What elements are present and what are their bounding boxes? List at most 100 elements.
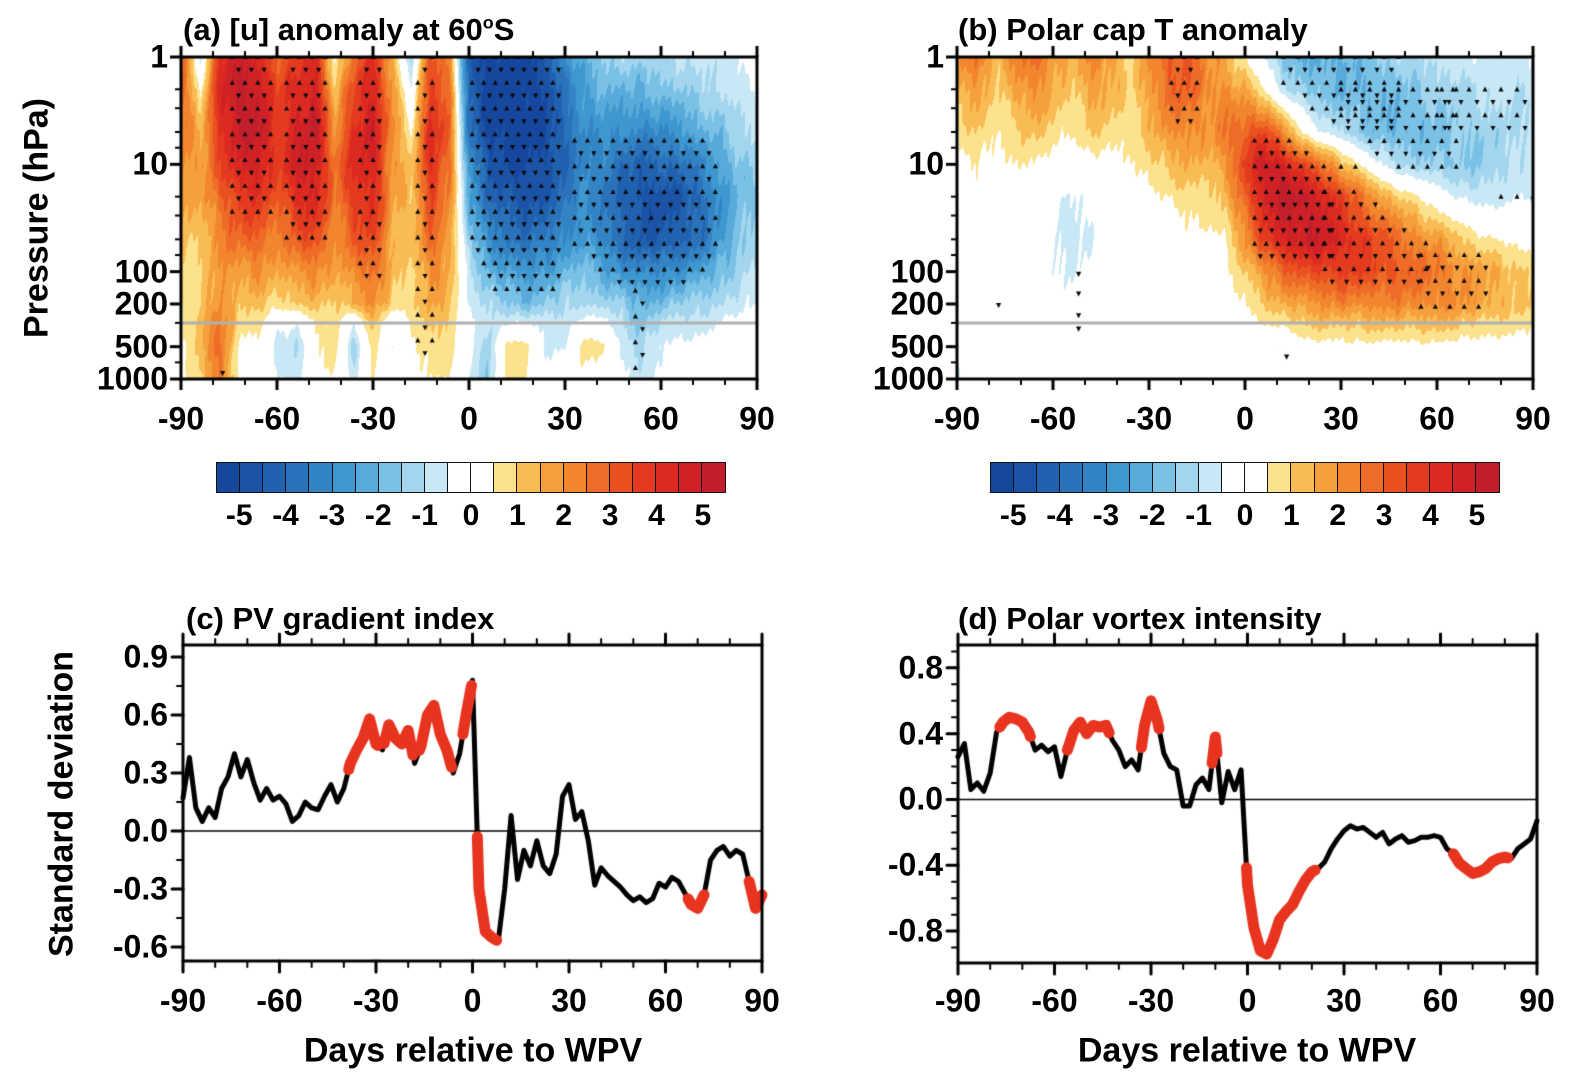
colorbar-cell <box>1128 462 1154 493</box>
colorbar-tick-label: 1 <box>509 499 526 532</box>
colorbar-tick-label: -1 <box>411 499 438 532</box>
x-tick-label: -90 <box>933 400 981 437</box>
colorbar-tick-label: -1 <box>1185 499 1212 532</box>
colorbar-tick-label: 0 <box>1236 499 1254 532</box>
colorbar-cell <box>1082 462 1108 493</box>
line-chart-canvas-pv-gradient <box>167 629 778 977</box>
colorbar-cell <box>354 462 380 493</box>
y-tick-label: 10 <box>132 145 168 182</box>
colorbar-tick-label: -4 <box>1046 499 1073 532</box>
colorbar-cell <box>377 462 403 493</box>
y-tick-label: 0.8 <box>898 649 943 686</box>
colorbar-tick-label: 5 <box>694 499 712 532</box>
colorbar-cell <box>262 462 287 493</box>
colorbar-cell <box>1313 462 1339 493</box>
colorbar-tick-label: 4 <box>1422 499 1439 532</box>
colorbar-cell <box>493 462 519 493</box>
x-tick-label: -30 <box>1127 982 1175 1019</box>
days-axis-label-c: Days relative to WPV <box>303 1031 643 1070</box>
colorbar-cell <box>990 462 1015 493</box>
colorbar-cell <box>701 462 726 493</box>
heatmap-canvas-u-anomaly <box>165 41 773 395</box>
colorbar-tick-label: 5 <box>1468 499 1486 532</box>
colorbar-cell <box>1059 462 1085 493</box>
x-tick-label: 60 <box>647 982 684 1019</box>
colorbar-cell <box>1221 462 1246 493</box>
colorbar-cell <box>585 462 611 493</box>
y-tick-label: 100 <box>890 253 944 290</box>
colorbar-tick-label: -5 <box>999 499 1027 532</box>
colorbar-cell <box>678 462 703 493</box>
y-tick-label: -0.3 <box>112 870 168 907</box>
y-tick-label: 500 <box>890 328 944 365</box>
x-tick-label: 30 <box>551 982 587 1019</box>
panel-a-title-post: S <box>493 12 515 47</box>
y-tick-label: 0.9 <box>123 638 168 675</box>
colorbar-tick-label: 1 <box>1283 499 1300 532</box>
x-tick-label: -30 <box>352 982 400 1019</box>
colorbar-cell <box>1475 462 1500 493</box>
x-tick-label: 30 <box>547 400 583 437</box>
colorbar-cell <box>1359 462 1385 493</box>
colorbar-cell <box>1197 462 1223 493</box>
y-tick-label: -0.4 <box>887 846 943 883</box>
heatmap-canvas-polar-cap-t <box>941 41 1549 395</box>
colorbar-tick-label: -2 <box>1138 499 1166 532</box>
colorbar-cell <box>1013 462 1038 493</box>
colorbar-cell <box>447 462 472 493</box>
colorbar-cell <box>655 462 680 493</box>
x-tick-label: 0 <box>1238 982 1257 1019</box>
colorbar-cell <box>608 462 634 493</box>
colorbar-tick-label: 2 <box>1329 499 1347 532</box>
x-tick-label: 90 <box>744 982 780 1019</box>
x-tick-label: -30 <box>1125 400 1173 437</box>
colorbar-tick-label: 3 <box>1375 499 1393 532</box>
y-tick-label: 100 <box>114 253 168 290</box>
colorbar-cell <box>1174 462 1200 493</box>
colorbar-tick-label: -2 <box>364 499 392 532</box>
colorbar-cell <box>1429 462 1454 493</box>
x-tick-label: -60 <box>256 982 303 1019</box>
x-tick-label: 90 <box>1519 982 1555 1019</box>
x-tick-label: -90 <box>934 982 982 1019</box>
colorbar-cell <box>1452 462 1477 493</box>
colorbar-a <box>216 462 726 493</box>
x-tick-label: -90 <box>157 400 205 437</box>
colorbar-cell <box>1244 462 1269 493</box>
colorbar-cell <box>631 462 657 493</box>
colorbar-b <box>990 462 1500 493</box>
colorbar-cell <box>331 462 357 493</box>
colorbar-cell <box>1036 462 1061 493</box>
colorbar-cell <box>516 462 542 493</box>
x-tick-label: -30 <box>349 400 397 437</box>
y-tick-label: 1 <box>926 38 944 75</box>
x-tick-label: 60 <box>643 400 679 437</box>
x-tick-label: -90 <box>159 982 207 1019</box>
colorbar-tick-label: 2 <box>555 499 573 532</box>
x-tick-label: 60 <box>1419 400 1455 437</box>
y-tick-label: 0.3 <box>123 754 168 791</box>
pressure-axis-label: Pressure (hPa) <box>17 98 56 338</box>
y-tick-label: 500 <box>114 328 168 365</box>
colorbar-cell <box>216 462 241 493</box>
y-tick-label: 200 <box>114 285 168 322</box>
y-tick-label: 1000 <box>96 360 168 397</box>
x-tick-label: 90 <box>1515 400 1551 437</box>
x-tick-label: 90 <box>739 400 775 437</box>
y-tick-label: 0.0 <box>898 780 943 817</box>
colorbar-cell <box>285 462 311 493</box>
y-tick-label: -0.8 <box>887 912 943 949</box>
y-tick-label: 0.0 <box>123 812 168 849</box>
colorbar-tick-label: 4 <box>648 499 665 532</box>
colorbar-cell <box>470 462 495 493</box>
y-tick-label: -0.6 <box>112 928 168 965</box>
colorbar-tick-label: -3 <box>1092 499 1120 532</box>
x-tick-label: 60 <box>1422 982 1459 1019</box>
colorbar-cell <box>1267 462 1293 493</box>
colorbar-cell <box>1405 462 1431 493</box>
colorbar-tick-label: -5 <box>225 499 253 532</box>
colorbar-cell <box>1290 462 1316 493</box>
x-tick-label: 0 <box>463 982 482 1019</box>
colorbar-cell <box>539 462 565 493</box>
colorbar-cell <box>1151 462 1177 493</box>
